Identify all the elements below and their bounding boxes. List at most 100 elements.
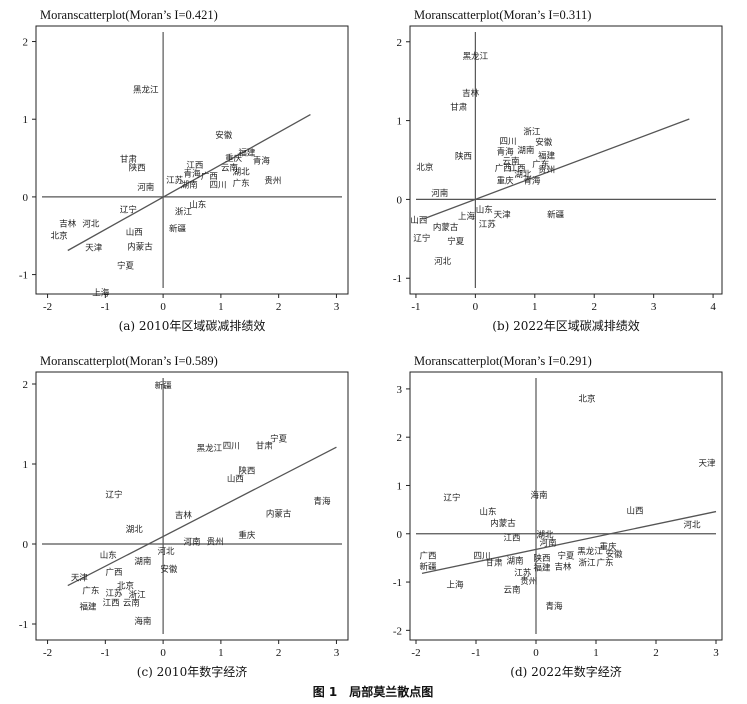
y-tick-label: 1: [397, 116, 403, 128]
point-label: 山东: [100, 550, 117, 561]
point-label: 江苏: [166, 175, 184, 186]
point-label: 北京: [416, 162, 433, 173]
point-label: 湖北: [514, 170, 532, 180]
point-label: 湖南: [181, 179, 198, 190]
point-label: 江苏: [479, 219, 497, 230]
point-label: 新疆: [155, 381, 173, 392]
point-label: 北京: [117, 581, 134, 592]
point-label: 江苏: [514, 567, 532, 578]
x-tick-label: 2: [276, 301, 282, 313]
point-label: 青海: [523, 175, 541, 186]
point-label: 辽宁: [443, 493, 460, 504]
point-label: 广西: [495, 163, 512, 174]
point-label: 黑龙江: [133, 85, 159, 96]
point-label: 天津: [85, 242, 103, 253]
x-tick-label: -1: [101, 647, 110, 659]
plot-frame: [35, 25, 349, 295]
point-label: 河北: [434, 256, 452, 267]
y-tick-label: 2: [397, 432, 403, 444]
point-label: 吉林: [554, 562, 572, 573]
x-tick-label: 3: [334, 301, 340, 313]
point-label: 广西: [105, 567, 122, 578]
point-label: 重庆: [599, 541, 617, 552]
point-label: 重庆: [225, 153, 243, 164]
point-label: 湖北: [233, 167, 251, 177]
x-tick-label: -1: [471, 647, 480, 659]
point-label: 江西: [103, 598, 120, 608]
point-label: 新疆: [169, 224, 187, 235]
y-tick-label: 0: [23, 539, 29, 551]
y-tick-label: -1: [393, 273, 402, 285]
point-label: 河南: [431, 188, 448, 199]
point-label: 安徽: [215, 130, 233, 141]
point-label: 陕西: [455, 151, 472, 162]
point-label: 甘肃: [450, 102, 468, 113]
x-tick-label: 3: [713, 647, 719, 659]
fit-line: [67, 113, 311, 252]
x-tick-label: 0: [533, 647, 539, 659]
point-label: 陕西: [533, 553, 550, 564]
chart-title: Moranscatterplot(Moran’s I=0.589): [40, 354, 218, 368]
point-label: 山东: [189, 200, 206, 211]
x-tick-label: 4: [710, 301, 716, 313]
chart-a: Moranscatterplot(Moran’s I=0.421) -2 -1 0 1 2…: [19, 8, 349, 333]
plot-frame: [35, 371, 349, 641]
point-label: 天津: [494, 209, 512, 220]
point-label: 河北: [157, 546, 175, 557]
point-label: 广东: [82, 585, 99, 596]
point-label: 云南: [123, 597, 140, 608]
x-tick-label: -2: [411, 647, 420, 659]
y-tick-label: 1: [23, 114, 29, 126]
point-label: 天津: [698, 458, 716, 469]
y-tick-label: 2: [23, 379, 29, 391]
point-label: 福建: [79, 601, 97, 612]
point-label: 山东: [476, 205, 493, 216]
point-label: 宁夏: [557, 550, 575, 561]
point-label: 河南: [539, 537, 556, 548]
point-label: 安徽: [535, 137, 553, 148]
y-tick-label: 2: [397, 37, 403, 49]
point-label: 海南: [530, 490, 547, 501]
point-label: 青海: [253, 155, 271, 166]
point-label: 河北: [683, 520, 701, 531]
chart-title: Moranscatterplot(Moran’s I=0.421): [40, 8, 218, 22]
y-tick-label: 3: [397, 384, 403, 396]
point-label: 湖南: [517, 145, 534, 156]
y-tick-label: -1: [393, 577, 402, 589]
point-label: 湖南: [506, 555, 523, 566]
y-tick-label: -2: [393, 625, 402, 637]
point-label: 广东: [532, 159, 549, 170]
point-label: 安徽: [605, 549, 623, 560]
point-label: 北京: [578, 394, 595, 405]
point-label: 湖北: [126, 525, 144, 535]
point-label: 福建: [238, 148, 256, 159]
point-label: 内蒙古: [266, 509, 292, 520]
point-label: 黑龙江: [463, 51, 489, 62]
y-tick-label: 1: [397, 480, 403, 492]
point-label: 吉林: [175, 510, 193, 521]
point-label: 贵州: [538, 164, 555, 175]
point-label: 云南: [503, 584, 520, 595]
point-label: 内蒙古: [433, 222, 459, 233]
point-label: 福建: [538, 150, 556, 161]
x-tick-label: 2: [276, 647, 282, 659]
point-label: 山西: [626, 506, 643, 517]
chart-caption: (c) 2010年数字经济: [137, 664, 247, 679]
point-label: 天津: [71, 573, 89, 584]
point-label: 新疆: [547, 209, 565, 220]
x-tick-label: -2: [43, 647, 52, 659]
point-label: 安徽: [160, 564, 178, 575]
point-label: 辽宁: [120, 204, 137, 215]
point-label: 广东: [596, 558, 613, 569]
point-label: 宁夏: [270, 433, 288, 444]
point-label: 云南: [221, 162, 238, 173]
point-label: 重庆: [238, 530, 256, 541]
point-label: 江西: [186, 161, 203, 171]
y-tick-label: 0: [23, 192, 29, 204]
point-label: 山东: [479, 507, 496, 518]
point-label: 浙江: [129, 589, 147, 600]
point-label: 青海: [497, 146, 515, 157]
point-label: 内蒙古: [127, 242, 153, 253]
point-label: 黑龙江: [197, 443, 223, 454]
y-tick-label: -1: [19, 619, 28, 631]
